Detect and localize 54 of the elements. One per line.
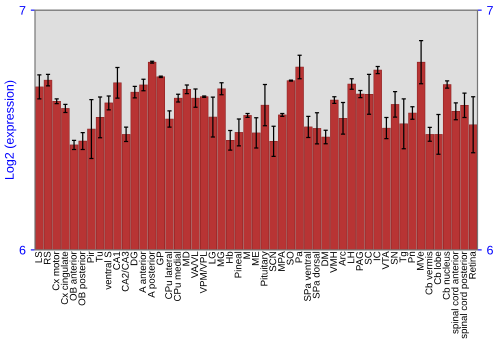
x-tick-label: CA1 bbox=[113, 252, 120, 270]
y2-tick-label: 6 bbox=[487, 246, 493, 255]
x-tick-label: spinal cord posterior bbox=[460, 251, 470, 339]
x-tick-label: PAG bbox=[356, 252, 363, 270]
x-tick-label: Pir bbox=[86, 251, 94, 262]
x-tick-label: Pn bbox=[408, 252, 415, 262]
x-tick-label: LG bbox=[208, 252, 216, 264]
x-tick-label: CPu medial bbox=[174, 252, 181, 302]
x-tick-label: VPM/VPL bbox=[200, 252, 207, 294]
x-tick-label: IC bbox=[373, 252, 380, 260]
y-axis-title: Log2 (expression) bbox=[4, 80, 16, 180]
x-tick-label: SPa ventral bbox=[304, 252, 311, 302]
x-tick-label: DM bbox=[321, 252, 328, 266]
x-tick-label: SN bbox=[390, 252, 398, 264]
x-tick-label: Hb bbox=[226, 252, 233, 263]
x-tick-label: A posterior bbox=[148, 251, 157, 298]
x-tick-label: Pa bbox=[295, 251, 302, 262]
x-tick-label: MG bbox=[217, 252, 224, 266]
x-tick-label: SCN bbox=[269, 252, 276, 272]
x-tick-label: SO bbox=[286, 252, 294, 265]
x-tick-label: spinal cord anterior bbox=[451, 251, 460, 334]
x-tick-label: SC bbox=[364, 252, 372, 264]
x-tick-label: VTA bbox=[382, 251, 389, 270]
x-tick-label: ventral S bbox=[104, 252, 112, 290]
x-tick-label: SPa dorsal bbox=[312, 252, 320, 298]
x-tick-label: Cx motor bbox=[52, 251, 60, 290]
x-tick-label: LS bbox=[35, 252, 42, 262]
x-tick-label: Pituitary bbox=[260, 251, 270, 286]
x-tick-label: VA/VL bbox=[190, 252, 198, 278]
x-tick-label: LH bbox=[348, 252, 354, 263]
x-tick-label: OB posterior bbox=[78, 251, 88, 306]
x-tick-label: ME bbox=[252, 252, 259, 266]
x-tick-label: Tg bbox=[400, 252, 408, 262]
y2-tick-label: 7 bbox=[487, 6, 493, 15]
x-tick-label: Arc bbox=[338, 252, 346, 266]
x-tick-label: M bbox=[243, 252, 250, 259]
x-tick-label: MD bbox=[182, 252, 190, 266]
x-tick-label: Pineal bbox=[234, 252, 242, 278]
x-tick-label: Tu bbox=[96, 252, 103, 262]
x-tick-label: VMH bbox=[330, 252, 337, 273]
x-tick-label: RS bbox=[44, 252, 51, 264]
x-tick-label: Retina bbox=[468, 251, 476, 279]
x-tick-label: Cx cingulate bbox=[60, 252, 70, 304]
x-tick-label: CPu lateral bbox=[164, 252, 172, 299]
x-tick-label: Cb vermis bbox=[425, 252, 432, 295]
x-tick-label: DG bbox=[130, 252, 138, 266]
x-tick-label: Cb lobe bbox=[434, 252, 442, 284]
x-tick-label: CA2/CA3 bbox=[122, 252, 129, 292]
x-tick-label: MPA bbox=[278, 251, 285, 271]
x-tick-label: GP bbox=[156, 252, 164, 265]
x-tick-label: MVe bbox=[416, 252, 424, 270]
x-tick-label: A anterior bbox=[138, 251, 146, 293]
x-tick-label: Cb nucleus bbox=[442, 252, 450, 300]
x-tick-label: OB anterior bbox=[70, 251, 77, 301]
